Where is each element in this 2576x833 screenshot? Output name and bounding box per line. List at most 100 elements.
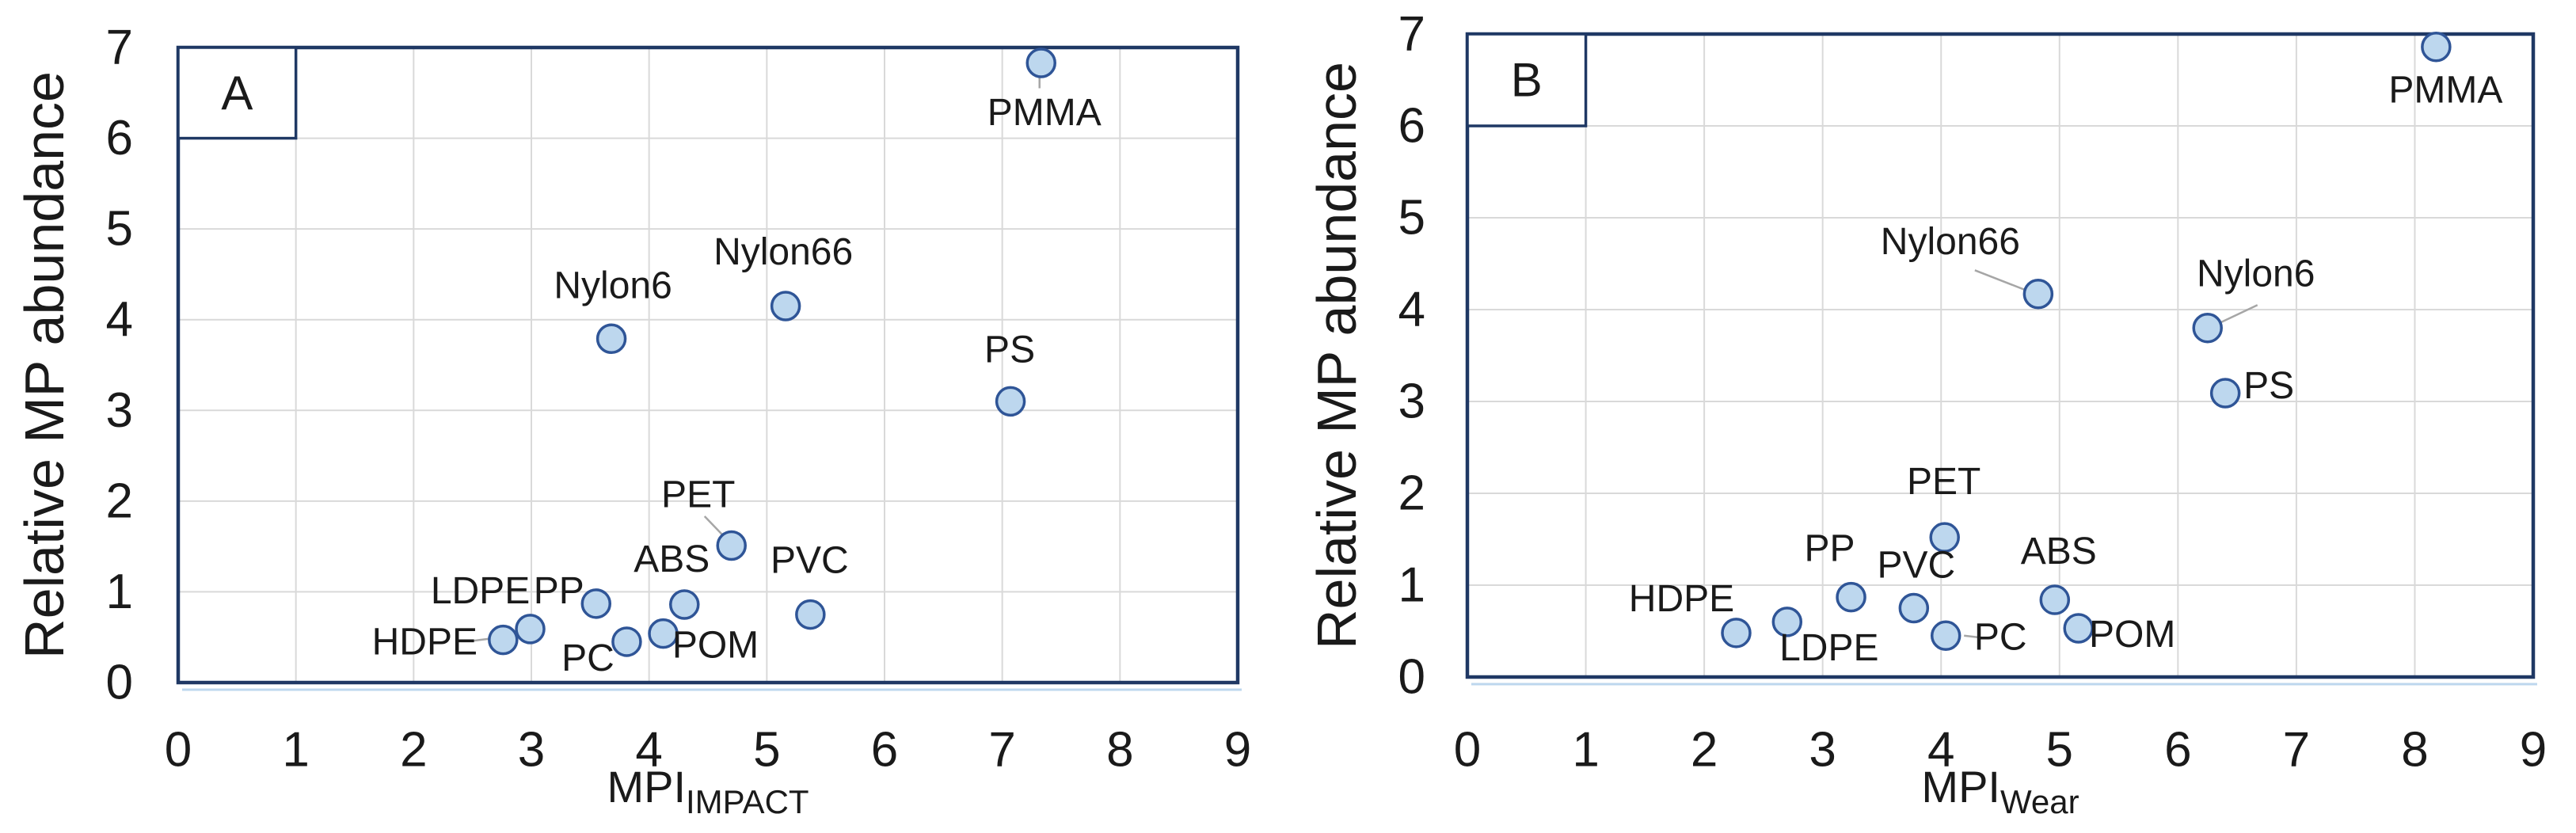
point-label-PET: PET	[1907, 461, 1981, 503]
data-point-Nylon6	[2192, 312, 2223, 344]
point-label-ABS: ABS	[2021, 531, 2097, 572]
data-point-LDPE	[1771, 607, 1803, 637]
plot-frame	[1465, 32, 2536, 679]
point-label-POM: POM	[2089, 614, 2175, 656]
x-tick-label: 6	[871, 723, 898, 778]
point-label-PMMA: PMMA	[2388, 70, 2502, 112]
x-tick-label: 4	[1927, 723, 1954, 778]
point-label-PET: PET	[661, 474, 735, 515]
x-tick-label: 1	[1572, 723, 1599, 778]
y-tick-label: 3	[106, 383, 133, 438]
y-tick-label: 2	[1398, 466, 1425, 521]
y-tick-label: 6	[106, 111, 133, 165]
panel-label: A	[221, 67, 253, 120]
point-label-Nylon66: Nylon66	[713, 231, 853, 273]
point-label-PP: PP	[1805, 528, 1855, 570]
data-point-POM	[2063, 613, 2094, 644]
point-label-LDPE: LDPE	[431, 570, 530, 612]
y-tick-label: 3	[1398, 375, 1425, 429]
data-point-Nylon66	[2022, 279, 2054, 310]
x-tick-label: 5	[2046, 723, 2073, 778]
chart-panel-A: A 0 1 2 3 4 5 6 7 8 9 0 1 2 3 4 5 6 7 MPIIMPACT Relative MP …	[13, 21, 1251, 821]
point-label-Nylon66: Nylon66	[1881, 221, 2020, 263]
data-point-LDPE	[515, 614, 546, 645]
y-tick-label: 5	[1398, 191, 1425, 245]
point-label-PS: PS	[2243, 365, 2294, 407]
y-tick-label: 4	[1398, 283, 1425, 337]
y-tick-label: 1	[106, 565, 133, 619]
x-tick-label: 7	[988, 723, 1015, 778]
panel-label: B	[1511, 54, 1543, 107]
y-tick-label: 0	[1398, 650, 1425, 705]
y-tick-label: 7	[106, 21, 133, 75]
x-tick-label: 1	[282, 723, 309, 778]
point-label-PC: PC	[1974, 616, 2027, 658]
data-point-PP	[580, 588, 612, 619]
data-point-PS	[2209, 378, 2241, 409]
x-tick-label: 0	[165, 723, 192, 778]
data-point-Nylon6	[595, 323, 627, 355]
data-point-PVC	[1898, 592, 1930, 624]
x-tick-label: 8	[2401, 723, 2428, 778]
point-label-PMMA: PMMA	[987, 92, 1102, 134]
point-label-PC: PC	[561, 637, 615, 679]
chart-panel-B: B 0 1 2 3 4 5 6 7 8 9 0 1 2 3 4 5 6 7 MPIWear Relative MP ab…	[1306, 7, 2547, 821]
y-axis-title: Relative MP abundance	[1306, 62, 1368, 649]
y-tick-label: 5	[106, 202, 133, 257]
point-label-HDPE: HDPE	[372, 622, 478, 664]
data-point-POM	[648, 618, 679, 649]
point-label-Nylon6: Nylon6	[2197, 253, 2315, 295]
point-label-ABS: ABS	[634, 538, 710, 580]
panel-label-box	[177, 46, 298, 140]
plot-frame	[176, 45, 1240, 685]
x-tick-label: 3	[518, 723, 545, 778]
data-point-PP	[1836, 581, 1866, 613]
x-tick-label: 5	[753, 723, 780, 778]
point-label-LDPE: LDPE	[1779, 627, 1878, 669]
data-point-ABS	[2039, 584, 2071, 615]
data-point-HDPE	[488, 624, 519, 656]
point-label-PVC: PVC	[771, 540, 849, 582]
data-point-HDPE	[1721, 618, 1752, 649]
x-tick-label: 8	[1106, 723, 1133, 778]
data-point-PVC	[795, 599, 826, 630]
x-axis-title: MPIIMPACT	[607, 762, 809, 820]
y-tick-label: 6	[1398, 99, 1425, 154]
data-point-PC	[1930, 620, 1961, 652]
label-leader-line	[1974, 269, 2030, 293]
y-axis-title: Relative MP abundance	[13, 71, 75, 659]
x-tick-label: 2	[1691, 723, 1718, 778]
point-label-HDPE: HDPE	[1629, 578, 1734, 620]
point-label-POM: POM	[672, 625, 759, 667]
data-point-PET	[716, 530, 747, 561]
data-point-Nylon66	[770, 291, 801, 321]
x-tick-label: 7	[2283, 723, 2310, 778]
label-leader-line	[1964, 634, 1978, 639]
y-tick-label: 4	[106, 292, 133, 347]
x-tick-label: 6	[2164, 723, 2191, 778]
y-tick-label: 1	[1398, 558, 1425, 613]
data-point-PC	[611, 626, 642, 657]
x-tick-label: 0	[1454, 723, 1481, 778]
data-point-PS	[995, 386, 1026, 417]
x-tick-label: 3	[1809, 723, 1836, 778]
point-label-PP: PP	[534, 570, 584, 612]
y-tick-label: 0	[106, 656, 133, 710]
point-label-PS: PS	[984, 329, 1035, 371]
data-point-PMMA	[1025, 48, 1056, 78]
y-tick-label: 2	[106, 474, 133, 528]
x-tick-label: 9	[1224, 723, 1251, 778]
x-axis-title: MPIWear	[1921, 762, 2079, 820]
point-label-Nylon6: Nylon6	[554, 264, 672, 306]
x-tick-label: 9	[2520, 723, 2547, 778]
data-point-PET	[1929, 522, 1960, 553]
data-point-ABS	[669, 589, 700, 620]
x-tick-label: 4	[635, 723, 662, 778]
data-point-PMMA	[2421, 31, 2452, 63]
y-tick-label: 7	[1398, 7, 1425, 62]
point-label-PVC: PVC	[1877, 545, 1955, 587]
x-tick-label: 2	[400, 723, 427, 778]
panel-label-box	[1466, 32, 1588, 127]
